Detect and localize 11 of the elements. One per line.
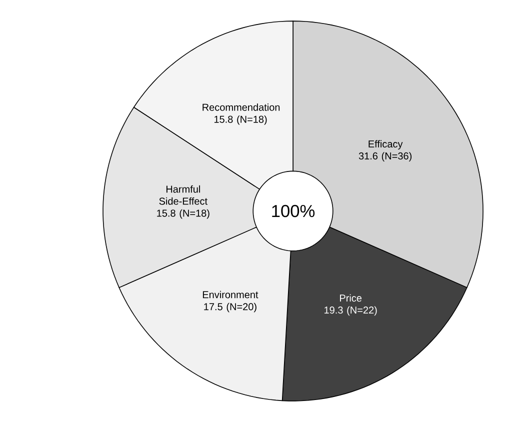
- data-label: 15.8 (N=18): [157, 209, 210, 219]
- text: 100%: [272, 204, 315, 218]
- data-label: 19.3 (N=22): [324, 306, 377, 316]
- slice-label: Recommendation: [202, 104, 280, 111]
- slice-label: Environment: [202, 290, 258, 298]
- slice-label: Efficacy: [368, 140, 403, 150]
- data-label: 17.5 (N=20): [204, 302, 256, 312]
- data-label: 31.6 (N=36): [358, 152, 412, 162]
- slice-label: Price: [340, 294, 362, 302]
- data-label: 15.8 (N=18): [214, 116, 267, 125]
- slice-label: Harmful Side-Effect: [159, 185, 208, 205]
